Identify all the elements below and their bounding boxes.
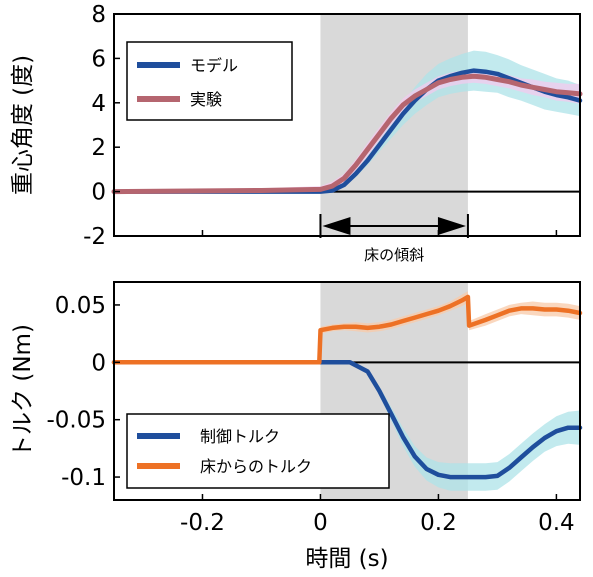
xtick-label: -0.2 <box>180 510 225 536</box>
series-band-top-1 <box>114 69 580 193</box>
top-legend: モデル 実験 <box>126 41 293 121</box>
bottom-lines <box>111 294 583 480</box>
ytick-label: 0 <box>91 180 106 206</box>
slope-annotation: 床の傾斜 <box>319 214 469 264</box>
xtick-label: 0.4 <box>538 510 575 536</box>
series-line-bottom-0 <box>111 360 583 480</box>
xtick-label: 0 <box>313 510 328 536</box>
annotation-left-arrowhead <box>322 217 351 235</box>
annotation-label: 床の傾斜 <box>364 246 424 264</box>
bottom-legend-box <box>126 413 390 489</box>
bottom-ticks: -0.1 -0.05 0 0.05 -0.2 0 0.2 0.4 <box>46 293 574 536</box>
top-axes-frame <box>113 13 581 237</box>
series-line-bottom-1 <box>111 294 583 365</box>
bottom-panel: -0.1 -0.05 0 0.05 -0.2 0 0.2 0.4 トルク (Nm) 時間 (s… <box>10 281 583 572</box>
legend-model-label: モデル <box>190 56 238 75</box>
ytick-label: 0 <box>91 350 106 376</box>
annotation-right-arrowhead <box>437 217 466 235</box>
bottom-xlabel: 時間 (s) <box>305 546 388 572</box>
series-line-top-1 <box>111 73 583 195</box>
bottom-legend: 制御トルク 床からのトルク <box>126 413 390 489</box>
legend-control-torque-label: 制御トルク <box>200 427 280 446</box>
top-legend-box <box>126 41 293 121</box>
ytick-label: 0.05 <box>55 293 106 319</box>
series-band-top-0 <box>114 50 580 192</box>
ytick-label: 8 <box>91 2 106 28</box>
ytick-label: 2 <box>91 135 106 161</box>
ytick-label: -0.05 <box>46 408 106 434</box>
top-ylabel: 重心角度 (度) <box>10 55 36 195</box>
top-bands <box>114 50 580 193</box>
bottom-axes-frame <box>113 281 581 501</box>
ytick-label: 6 <box>91 46 106 72</box>
legend-floor-torque-label: 床からのトルク <box>200 457 312 476</box>
top-panel: -2 0 2 4 6 8 重心角度 (度) 床の傾斜 モデル 実験 <box>10 2 583 264</box>
ytick-label: -0.1 <box>61 465 106 491</box>
top-ticks: -2 0 2 4 6 8 <box>83 2 558 250</box>
ytick-label: 4 <box>91 91 106 117</box>
bottom-ylabel: トルク (Nm) <box>10 324 36 458</box>
legend-experiment-label: 実験 <box>190 90 222 109</box>
ytick-label: -2 <box>83 224 106 250</box>
top-lines <box>111 68 583 195</box>
xtick-label: 0.2 <box>420 510 457 536</box>
